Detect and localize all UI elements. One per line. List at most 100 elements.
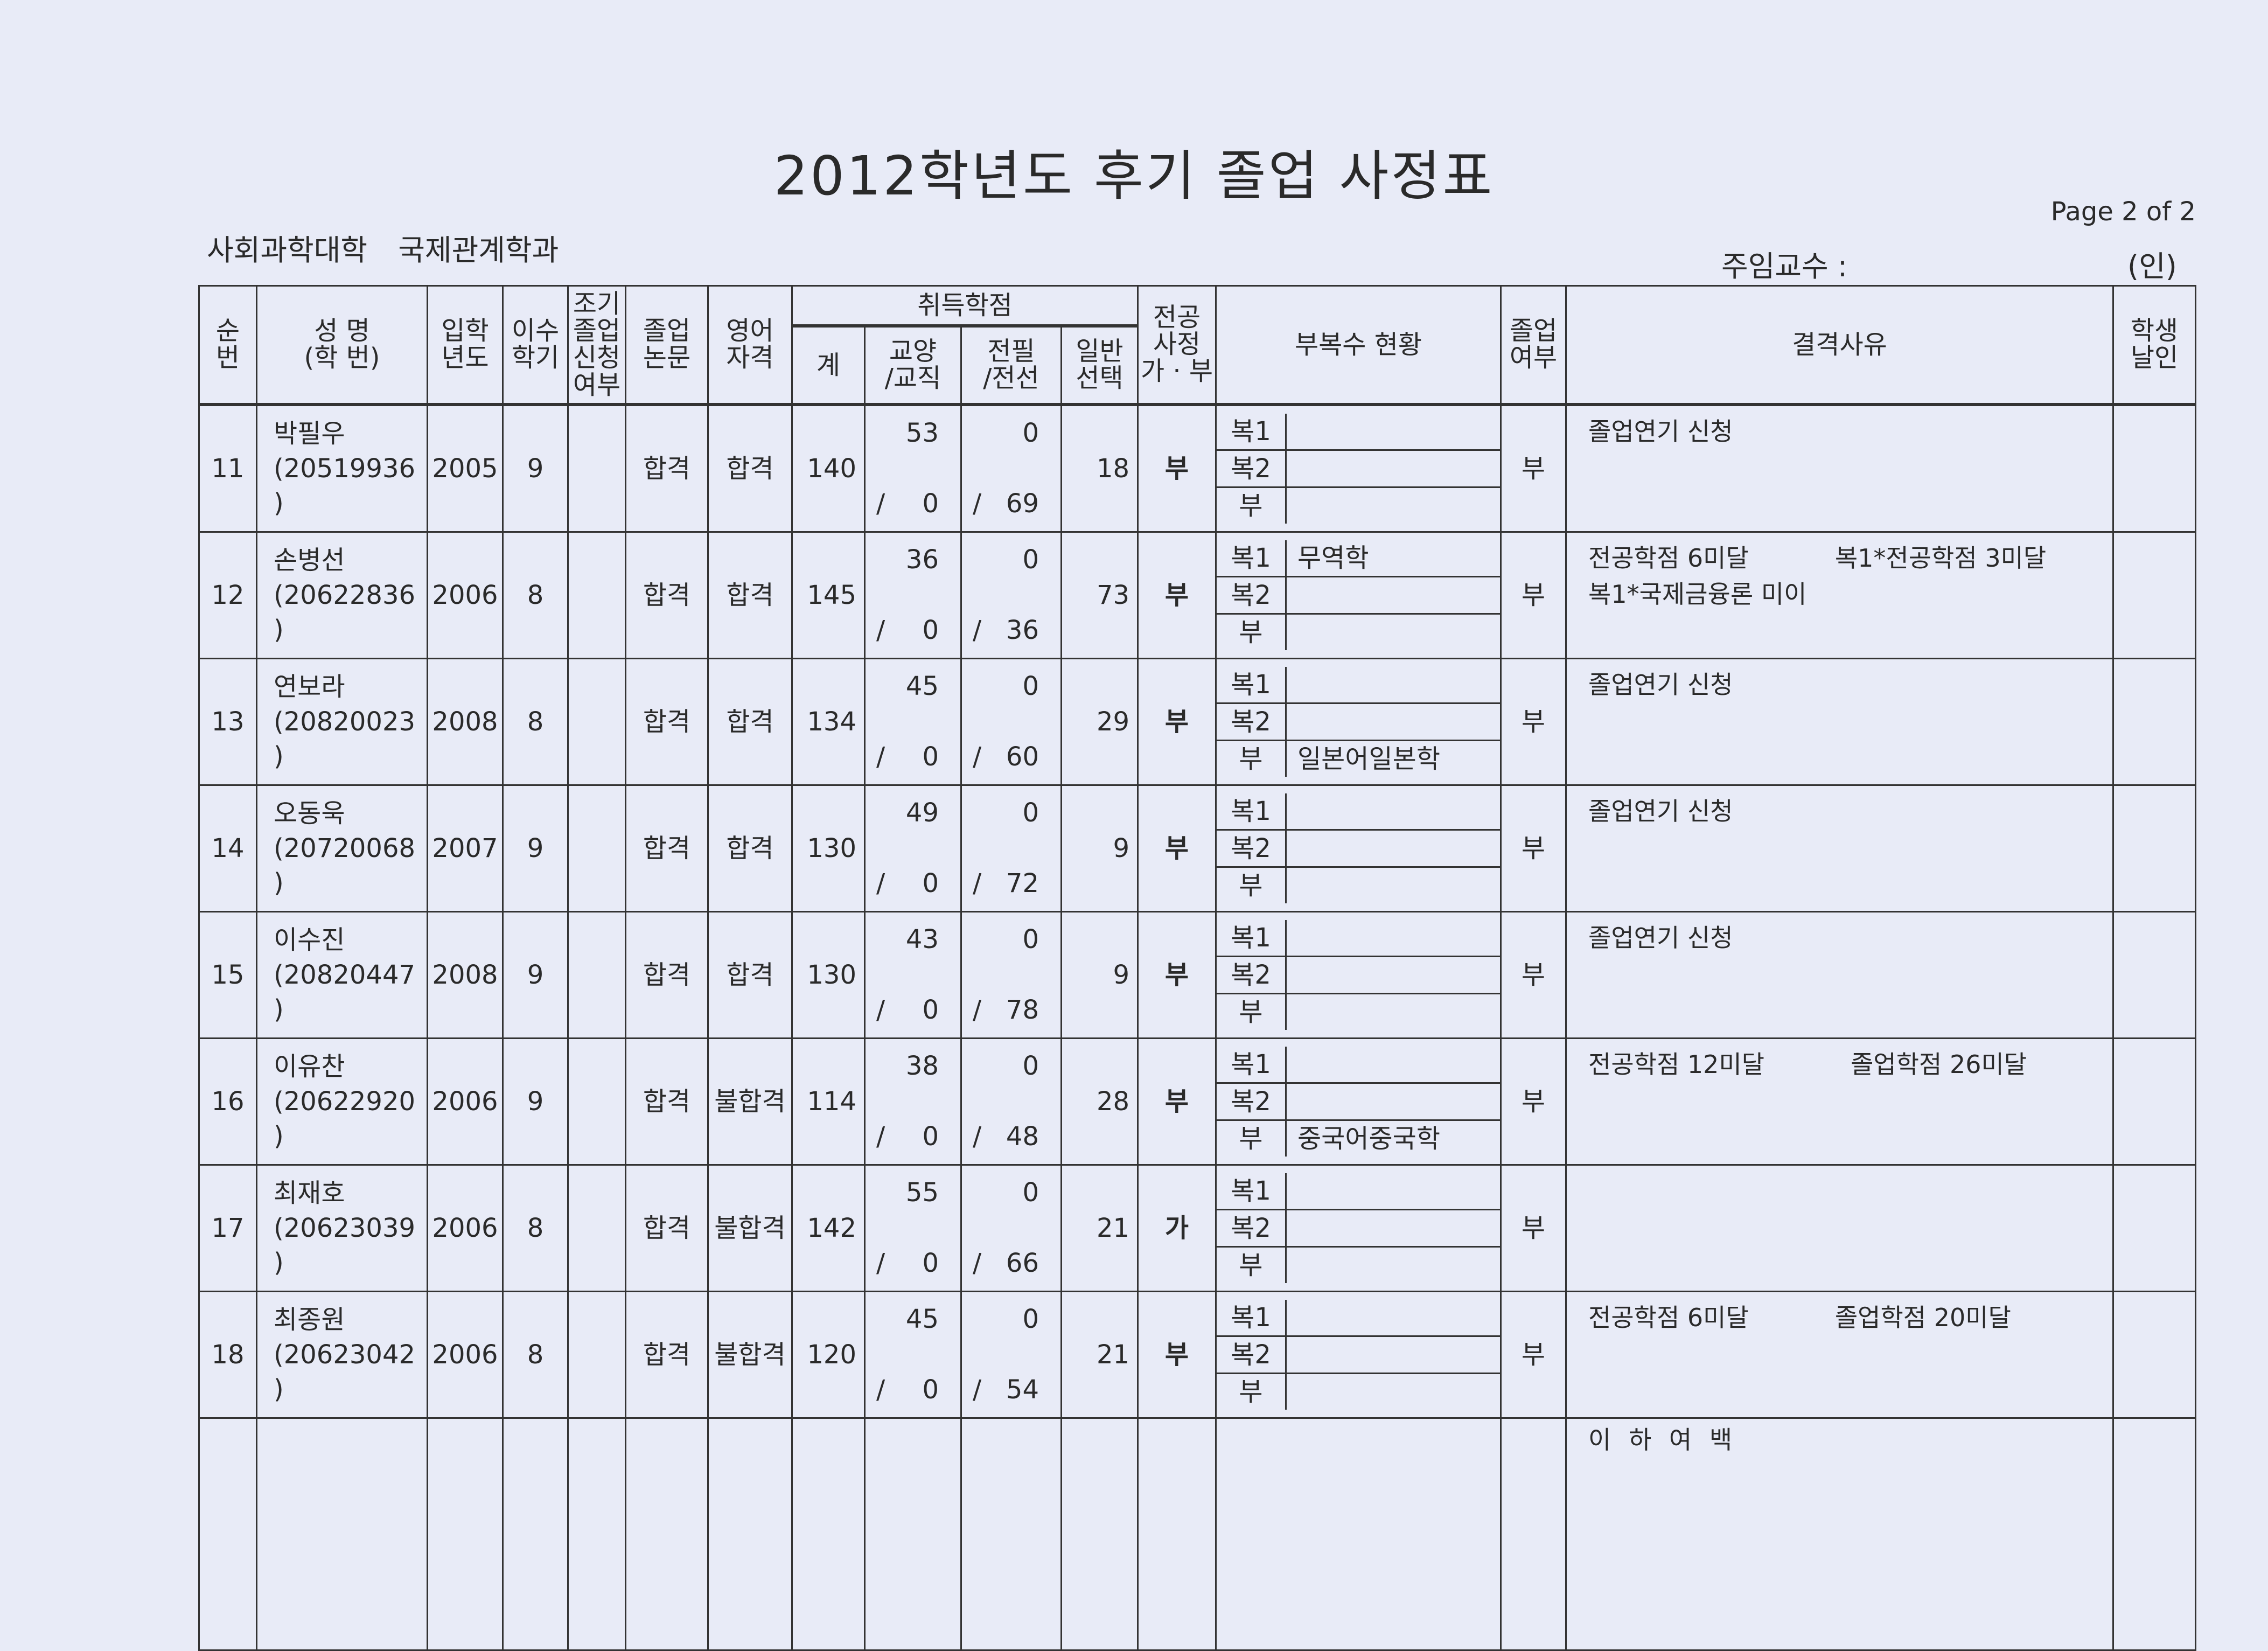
student-name: 손병선	[274, 545, 345, 575]
minor-status: 복1 복2 부	[1215, 1291, 1502, 1419]
general-credits: 29	[1060, 658, 1139, 786]
graduation-status: 부	[1500, 403, 1567, 533]
student-id: (20622836 )	[274, 580, 416, 645]
liberal-credits: 45/0	[864, 1291, 962, 1419]
graduation-status: 부	[1500, 911, 1567, 1039]
minor-status-value: 무역학	[1297, 542, 1369, 573]
general-credits: 18	[1060, 403, 1139, 533]
student-id: (20622920 )	[274, 1086, 416, 1152]
student-id: (20519936 )	[274, 453, 416, 519]
major-credits: 0 / 36	[960, 531, 1062, 659]
student-seal	[2112, 1164, 2197, 1292]
major-credits: 0 / 72	[960, 784, 1062, 912]
disqualification-reason: 졸업연기 신청	[1565, 911, 2115, 1039]
header-early-text-line: 신청	[573, 343, 621, 373]
header-reason: 결격사유	[1565, 285, 2115, 406]
semesters: 8	[502, 1291, 569, 1419]
minor-status-value	[1287, 994, 1500, 1030]
header-major-req: 전필/전선	[960, 325, 1062, 406]
blank-cell	[1500, 1417, 1567, 1651]
minor-status-label: 복2	[1217, 1210, 1287, 1246]
minor-status-value	[1287, 1210, 1500, 1246]
minor-status-item: 복2	[1217, 704, 1501, 741]
header-english-text-line: 영어	[726, 315, 774, 346]
table-row: 12 손병선 (20622836 ) 2006 8 합격 합격 145 36/0 0/36 73 부 복…	[198, 531, 2197, 659]
minor-status-label: 부	[1217, 1121, 1287, 1157]
thesis-result: 합격	[625, 784, 709, 912]
header-english-text-line: 자격	[726, 343, 774, 373]
major-credits-bottom-value: 60	[1006, 742, 1039, 772]
student-name-cell: 연보라 (20820023 )	[256, 658, 428, 786]
minor-status-label: 부	[1217, 1374, 1287, 1410]
minor-status-item: 부	[1217, 1248, 1500, 1283]
minor-status-label: 부	[1217, 1248, 1287, 1283]
header-no-text-line: 번	[215, 343, 240, 373]
liberal-credits: 55/0	[864, 1164, 962, 1292]
header-graduate: 졸업 여부	[1500, 285, 1567, 406]
liberal-credits-bottom: /0	[876, 1249, 939, 1278]
liberal-credits-bottom-value: 0	[922, 1248, 939, 1279]
header-major-req-text-line: 전필	[987, 336, 1035, 366]
total-credits: 140	[791, 403, 866, 533]
semesters: 9	[502, 1037, 569, 1166]
minor-status: 복1 복2 부 중국어중국학	[1215, 1037, 1502, 1166]
header-graduate-text: 졸업 여부	[1510, 317, 1557, 372]
minor-status-item: 부	[1217, 488, 1500, 524]
minor-status-item: 복2	[1217, 451, 1501, 488]
slash: /	[973, 1248, 982, 1279]
liberal-credits-top: 38	[905, 1051, 939, 1081]
minor-status-label: 복1	[1217, 1300, 1287, 1335]
major-credits-bottom: / 69	[973, 490, 1039, 518]
header-entry-year-text-line: 입학	[441, 315, 489, 346]
minor-status-item: 복2	[1217, 1337, 1501, 1374]
slash: /	[876, 1375, 885, 1405]
major-credits-bottom-value: 54	[1006, 1375, 1039, 1405]
header-english: 영어 자격	[707, 285, 793, 406]
row-number: 12	[198, 531, 257, 659]
major-credits-bottom-value: 48	[1006, 1121, 1039, 1152]
total-credits: 130	[791, 911, 866, 1039]
minor-status-value	[1287, 1374, 1500, 1410]
header-total: 계	[791, 325, 866, 406]
entry-year: 2006	[427, 531, 504, 659]
blank-cell	[2112, 1417, 2197, 1651]
liberal-credits-bottom: /0	[876, 490, 939, 518]
minor-status-label: 부	[1217, 741, 1287, 777]
graduation-status: 부	[1500, 658, 1567, 786]
student-seal	[2112, 531, 2197, 659]
liberal-credits-top: 45	[905, 671, 939, 701]
reason-text: 졸업연기 신청	[1588, 923, 1733, 952]
minor-status-list: 복1 무역학 복2 부	[1217, 540, 1501, 650]
header-major-review-text-line: 가 · 부	[1140, 356, 1213, 387]
major-review: 가	[1137, 1164, 1217, 1292]
header-thesis-text: 졸업 논문	[643, 317, 690, 372]
thesis-result: 합격	[625, 911, 709, 1039]
total-credits: 142	[791, 1164, 866, 1292]
student-id: (20623042 )	[274, 1339, 416, 1405]
major-credits-top: 0	[1022, 924, 1039, 955]
student-name-cell: 오동욱 (20720068 )	[256, 784, 428, 912]
graduation-status: 부	[1500, 1164, 1567, 1292]
english-result: 불합격	[707, 1037, 793, 1166]
minor-status-value: 일본어일본학	[1297, 743, 1440, 774]
slash: /	[876, 868, 885, 899]
semesters: 9	[502, 403, 569, 533]
major-credits-bottom-value: 66	[1006, 1248, 1039, 1279]
header-general-text-line: 일반	[1076, 336, 1123, 366]
minor-status-label: 복2	[1217, 957, 1287, 993]
minor-status-value	[1287, 704, 1500, 740]
liberal-credits-bottom-value: 0	[922, 1375, 939, 1405]
minor-status-value	[1287, 1173, 1500, 1209]
reason-text: 전공학점 6미달	[1588, 1303, 1749, 1332]
header-row-sub: 계 교양/교직 전필/전선 일반 선택	[199, 325, 2196, 406]
blank-cell	[502, 1417, 569, 1651]
minor-status-value	[1287, 667, 1500, 702]
minor-status-item: 복1	[1217, 667, 1501, 704]
liberal-credits-top: 53	[905, 418, 939, 448]
header-early-text-line: 졸업	[573, 315, 621, 346]
student-seal	[2112, 911, 2197, 1039]
slash: /	[876, 489, 885, 519]
student-name: 이유찬	[274, 1051, 345, 1082]
